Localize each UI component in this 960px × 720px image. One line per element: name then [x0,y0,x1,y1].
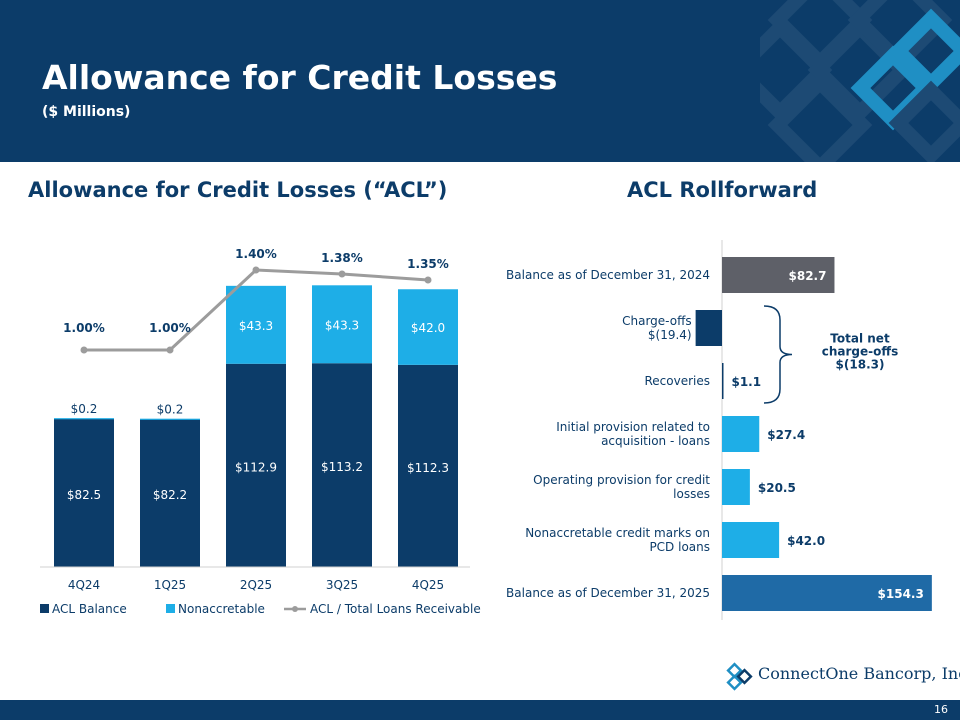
logo-mark-icon [726,662,753,691]
nonaccretable-label: $0.2 [71,402,98,416]
ratio-point [80,346,88,354]
acl-balance-bar [54,418,114,567]
acl-balance-bar [398,364,458,567]
acl-rollforward-chart: Balance as of December 31, 2024 $82.7 Char… [506,240,932,620]
rollforward-category-label: Recoveries [644,374,710,388]
nonaccretable-label: $42.0 [411,321,445,335]
rollforward-value-label: $1.1 [731,375,761,389]
legend-ratio-marker [292,606,298,612]
ratio-label: 1.00% [149,321,191,335]
acl-balance-label: $113.2 [321,460,363,474]
x-tick-label: 1Q25 [154,578,186,592]
rollforward-bar [722,522,780,558]
page-title: Allowance for Credit Losses [42,58,558,97]
rollforward-category-label: Initial provision related to acquisition … [556,420,710,448]
nonaccretable-label: $43.3 [239,319,273,333]
rollforward-chart-title: ACL Rollforward [627,178,818,202]
page-number: 16 [934,703,948,716]
header-banner: Allowance for Credit Losses ($ Millions) [0,0,960,162]
ratio-point [338,270,346,278]
company-logo: ConnectOne Bancorp, Inc. [726,660,960,694]
ratio-label: 1.00% [63,321,105,335]
nonaccretable-bar [54,418,114,420]
rollforward-category-label: Charge-offs $(19.4) [622,314,691,342]
rollforward-value-label: $20.5 [758,481,796,495]
acl-balance-label: $112.9 [235,460,277,474]
ratio-point [424,276,432,284]
x-tick-label: 3Q25 [326,578,358,592]
nonaccretable-label: $43.3 [325,318,359,332]
rollforward-bar [722,575,932,611]
rollforward-bar [722,257,835,293]
x-tick-label: 4Q25 [412,578,444,592]
ratio-label: 1.40% [235,247,277,261]
footer-bar: 16 [0,700,960,720]
rollforward-bar [695,310,722,346]
nonaccretable-label: $0.2 [157,403,184,417]
nonaccretable-bar [312,285,372,364]
decorative-diamond-pattern [760,0,960,162]
rollforward-value-label: $42.0 [787,534,825,548]
legend-acl-label: ACL Balance [52,602,127,616]
ratio-point [252,266,260,274]
acl-balance-label: $82.5 [67,488,101,502]
acl-stacked-bar-chart: $82.5 $0.2 4Q24 $82.2 $0.2 1Q25 $112.9 $43.3 2Q2… [40,247,481,616]
legend-ratio-label: ACL / Total Loans Receivable [310,602,481,616]
nonaccretable-bar [226,285,286,364]
ratio-label: 1.35% [407,257,449,271]
rollforward-value-label: $154.3 [878,587,924,601]
acl-balance-bar [226,363,286,567]
rollforward-bar [722,469,750,505]
legend-nonaccretable-label: Nonaccretable [178,602,265,616]
ratio-label: 1.38% [321,251,363,265]
legend-acl-swatch [40,604,49,613]
rollforward-value-label: $27.4 [767,428,805,442]
rollforward-category-label: Nonaccretable credit marks on PCD loans [525,526,710,554]
x-tick-label: 2Q25 [240,578,272,592]
acl-balance-bar [312,363,372,567]
net-charge-offs-bracket [763,305,793,404]
acl-balance-label: $82.2 [153,488,187,502]
logo-text: ConnectOne Bancorp, Inc. [758,664,960,683]
rollforward-category-label: Balance as of December 31, 2025 [506,586,710,600]
acl-chart-title: Allowance for Credit Losses (“ACL”) [28,178,448,202]
rollforward-bar [722,416,760,452]
acl-balance-bar [140,419,200,567]
x-tick-label: 4Q24 [68,578,100,592]
net-charge-offs-label: Total net charge-offs $(18.3) [822,332,899,372]
nonaccretable-bar [140,418,200,420]
ratio-point [166,346,174,354]
acl-balance-label: $112.3 [407,461,449,475]
page-subtitle: ($ Millions) [42,104,131,120]
legend-nonaccretable-swatch [166,604,175,613]
rollforward-value-label: $82.7 [789,269,827,283]
rollforward-bar [722,363,724,399]
rollforward-category-label: Operating provision for credit losses [533,473,710,501]
nonaccretable-bar [398,289,458,365]
rollforward-category-label: Balance as of December 31, 2024 [506,268,710,282]
